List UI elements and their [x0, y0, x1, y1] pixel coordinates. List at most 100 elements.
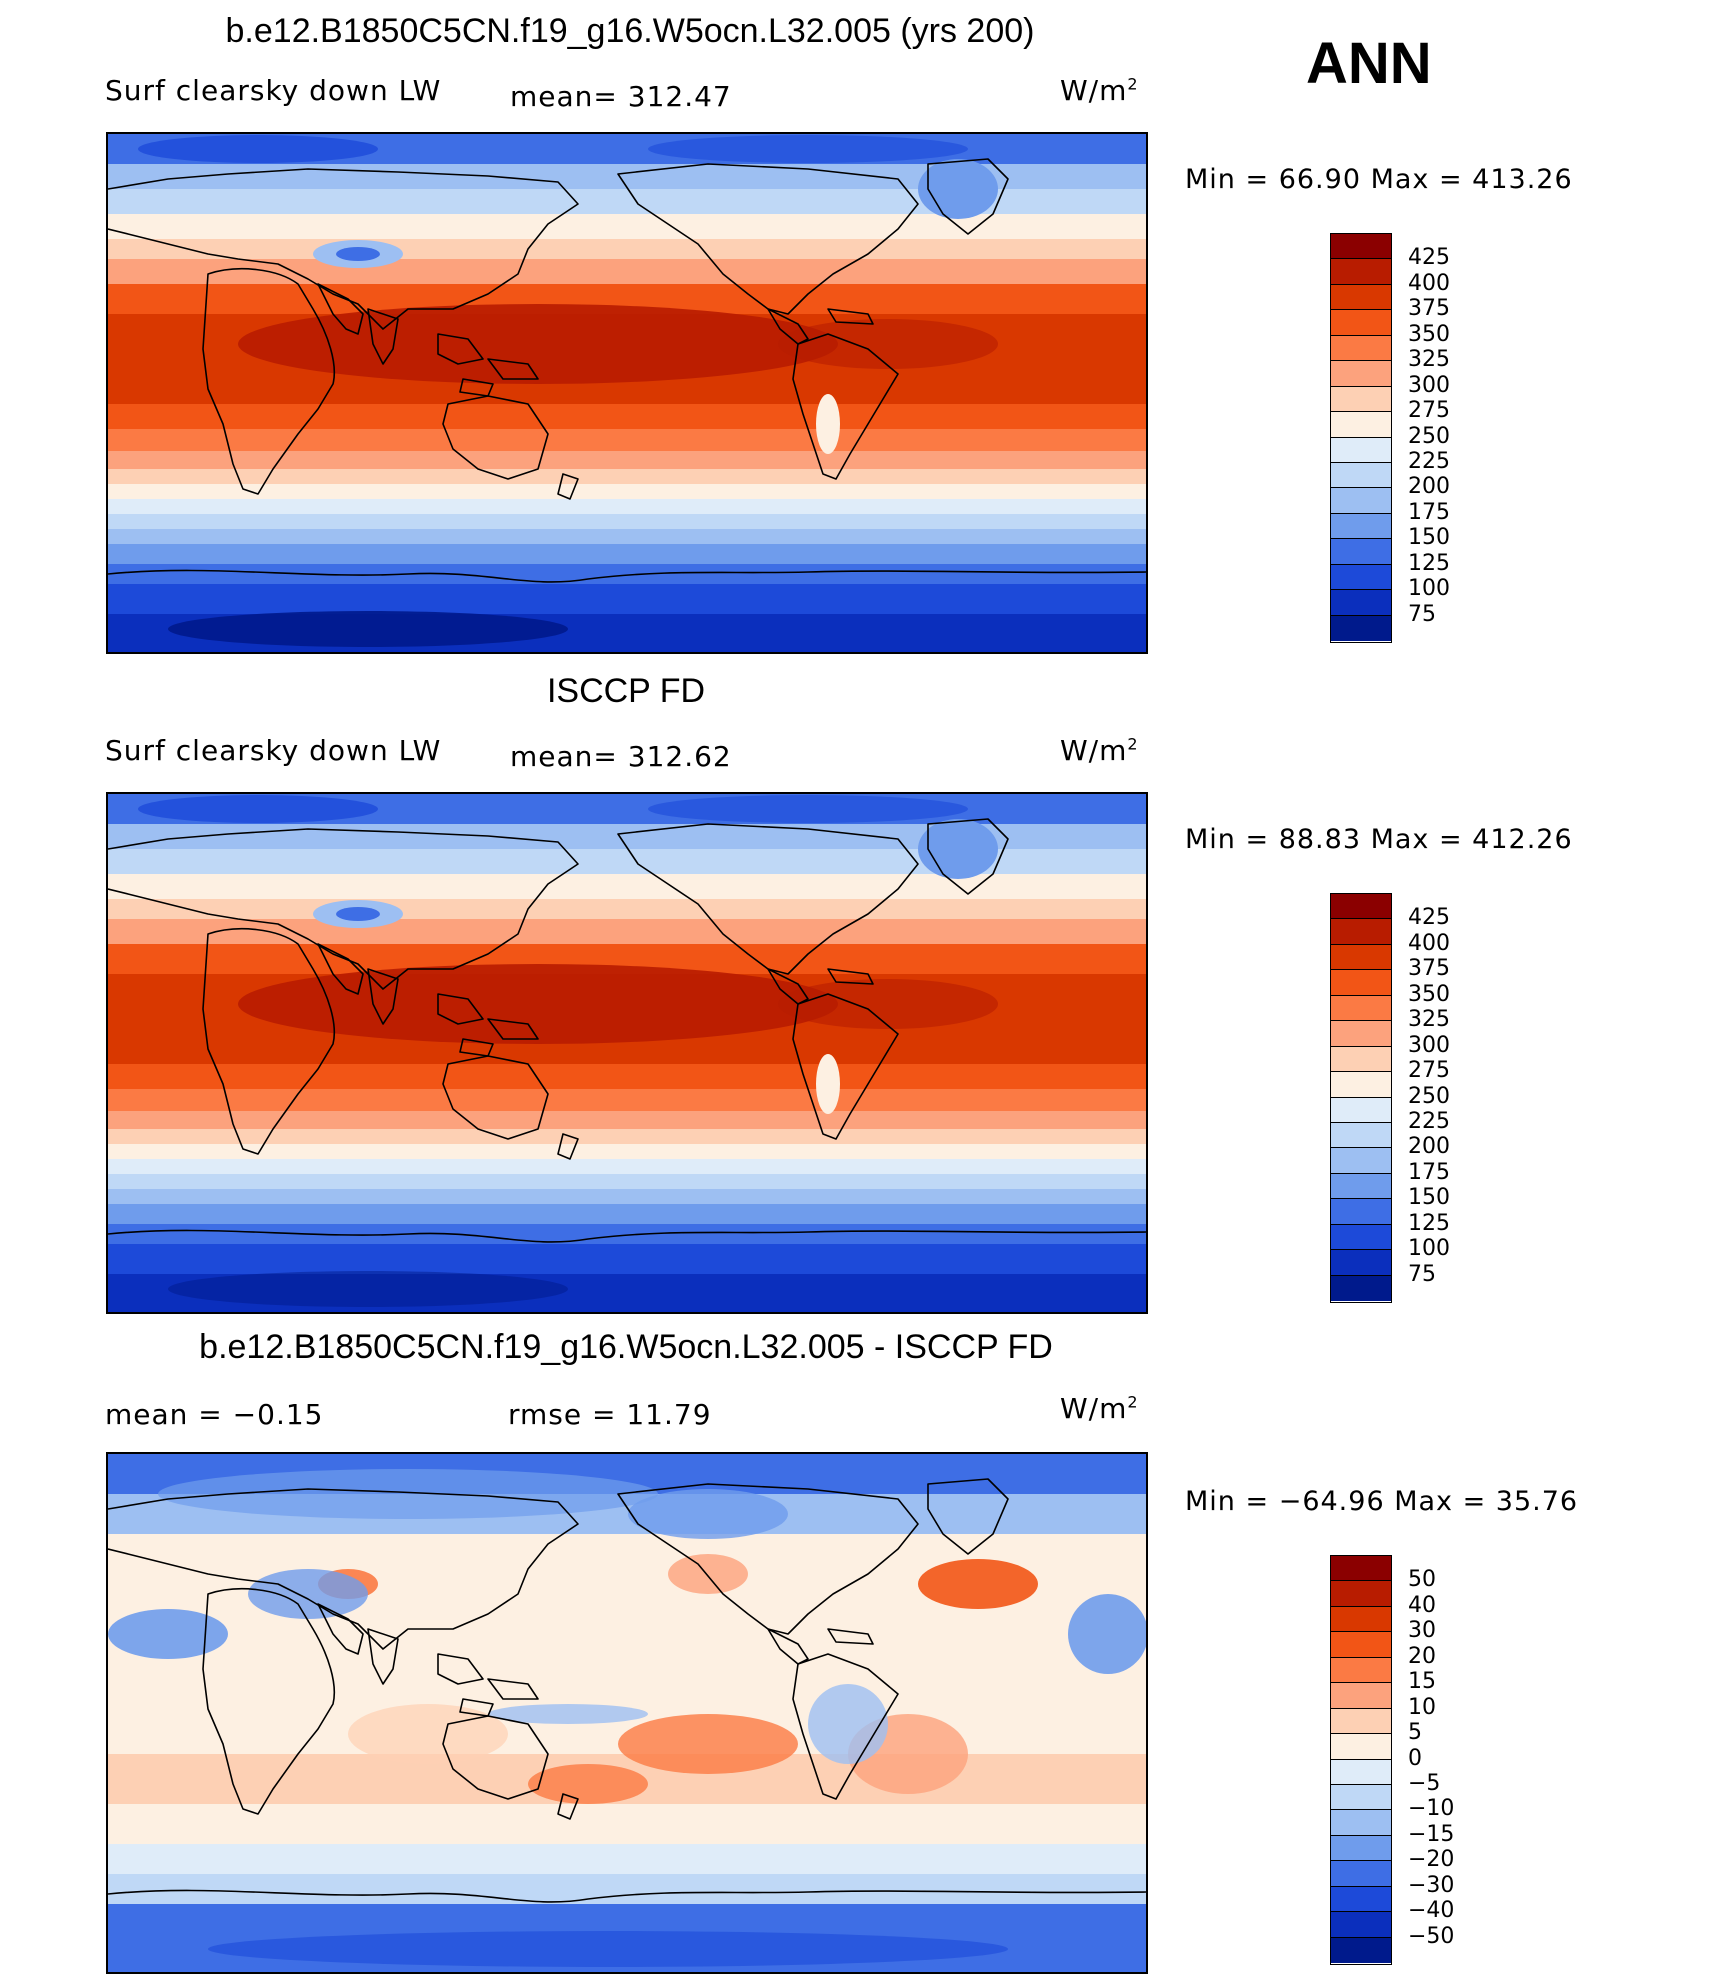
panel1-map: [106, 132, 1148, 654]
colorbar-swatch: [1331, 437, 1391, 463]
colorbar-tick-label: 200: [1408, 474, 1450, 500]
colorbar-tick-label: −15: [1408, 1821, 1455, 1847]
colorbar-swatch: [1331, 1021, 1391, 1047]
colorbar-swatch: [1331, 590, 1391, 616]
colorbar-tick-label: 225: [1408, 448, 1450, 474]
panel3-title: b.e12.B1850C5CN.f19_g16.W5ocn.L32.005 - …: [199, 1328, 1053, 1366]
colorbar-tick-label: −30: [1408, 1872, 1455, 1898]
colorbar-swatch: [1331, 1835, 1391, 1862]
colorbar-swatch: [1331, 335, 1391, 362]
panel1-variable-label: Surf clearsky down LW: [105, 74, 442, 107]
panel2-variable-label: Surf clearsky down LW: [105, 734, 442, 767]
colorbar-swatch: [1331, 1097, 1391, 1123]
panel2-colorbar-labels: 425 400 375 350 325 300 275 250 225 200 175 150 125 1…: [1408, 893, 1508, 1303]
panel2-colorbar: [1330, 893, 1392, 1303]
colorbar-tick-label: −20: [1408, 1847, 1455, 1873]
colorbar-tick-label: 150: [1408, 525, 1450, 551]
colorbar-swatch: [1331, 462, 1391, 489]
colorbar-tick-label: −40: [1408, 1898, 1455, 1924]
panel1-mean-label: mean= 312.47: [510, 80, 732, 113]
colorbar-tick-label: 250: [1408, 423, 1450, 449]
colorbar-tick-label: 15: [1408, 1669, 1436, 1695]
colorbar-swatch: [1331, 564, 1391, 591]
colorbar-swatch: [1331, 995, 1391, 1022]
panel3-unit: W/m2: [1060, 1392, 1139, 1425]
colorbar-tick-label: 100: [1408, 576, 1450, 602]
colorbar-swatch: [1331, 1122, 1391, 1149]
colorbar-tick-label: 200: [1408, 1134, 1450, 1160]
colorbar-swatch: [1331, 1708, 1391, 1735]
colorbar-swatch: [1331, 1861, 1391, 1887]
colorbar-swatch: [1331, 310, 1391, 336]
colorbar-swatch: [1331, 970, 1391, 996]
colorbar-tick-label: 125: [1408, 550, 1450, 576]
colorbar-tick-label: 350: [1408, 981, 1450, 1007]
colorbar-swatch: [1331, 1886, 1391, 1913]
panel1-title: b.e12.B1850C5CN.f19_g16.W5ocn.L32.005 (y…: [225, 12, 1035, 50]
colorbar-tick-label: 375: [1408, 956, 1450, 982]
colorbar-tick-label: 275: [1408, 1058, 1450, 1084]
colorbar-swatch: [1331, 1912, 1391, 1938]
colorbar-swatch: [1331, 539, 1391, 565]
colorbar-swatch: [1331, 1275, 1391, 1301]
colorbar-swatch: [1331, 1224, 1391, 1251]
colorbar-swatch: [1331, 1148, 1391, 1174]
colorbar-tick-label: −50: [1408, 1923, 1455, 1949]
panel2-map: [106, 792, 1148, 1314]
colorbar-swatch: [1331, 1657, 1391, 1684]
colorbar-tick-label: 375: [1408, 296, 1450, 322]
panel1-unit: W/m2: [1060, 74, 1139, 107]
colorbar-tick-label: 300: [1408, 372, 1450, 398]
colorbar-tick-label: 425: [1408, 905, 1450, 931]
panel1-colorbar-labels: 425 400 375 350 325 300 275 250 225 200 175 150 125 1…: [1408, 233, 1508, 643]
colorbar-swatch: [1331, 1632, 1391, 1658]
colorbar-tick-label: −5: [1408, 1770, 1441, 1796]
panel2-minmax: Min = 88.83 Max = 412.26: [1185, 824, 1573, 855]
panel1-minmax: Min = 66.90 Max = 413.26: [1185, 164, 1573, 195]
colorbar-tick-label: 150: [1408, 1185, 1450, 1211]
colorbar-tick-label: 325: [1408, 347, 1450, 373]
colorbar-swatch: [1331, 1173, 1391, 1200]
colorbar-tick-label: 50: [1408, 1567, 1436, 1593]
colorbar-tick-label: 100: [1408, 1236, 1450, 1262]
panel3-map: [106, 1452, 1148, 1974]
colorbar-swatch: [1331, 1606, 1391, 1633]
colorbar-tick-label: 20: [1408, 1643, 1436, 1669]
panel1-colorbar: [1330, 233, 1392, 643]
panel2-unit: W/m2: [1060, 734, 1139, 767]
colorbar-swatch: [1331, 919, 1391, 945]
panel3-colorbar: [1330, 1555, 1392, 1965]
panel3-minmax: Min = −64.96 Max = 35.76: [1185, 1486, 1579, 1517]
colorbar-tick-label: 40: [1408, 1592, 1436, 1618]
colorbar-swatch: [1331, 1683, 1391, 1709]
colorbar-tick-label: 400: [1408, 270, 1450, 296]
colorbar-swatch: [1331, 1046, 1391, 1073]
colorbar-swatch: [1331, 386, 1391, 413]
colorbar-swatch: [1331, 488, 1391, 514]
colorbar-swatch: [1331, 1759, 1391, 1785]
colorbar-swatch: [1331, 1784, 1391, 1811]
colorbar-swatch: [1331, 1199, 1391, 1225]
colorbar-tick-label: 0: [1408, 1745, 1422, 1771]
panel2-title: ISCCP FD: [546, 672, 706, 710]
colorbar-tick-label: 225: [1408, 1108, 1450, 1134]
panel3-colorbar-labels: 50 40 30 20 15 10 5 0 −5 −10 −15 −20 −30 −40 −50: [1408, 1555, 1508, 1965]
colorbar-swatch: [1331, 615, 1391, 641]
colorbar-tick-label: 275: [1408, 398, 1450, 424]
colorbar-tick-label: 350: [1408, 321, 1450, 347]
colorbar-swatch: [1331, 412, 1391, 438]
colorbar-swatch: [1331, 1250, 1391, 1276]
colorbar-swatch: [1331, 1734, 1391, 1760]
colorbar-swatch: [1331, 894, 1391, 920]
colorbar-swatch: [1331, 259, 1391, 285]
colorbar-tick-label: 325: [1408, 1007, 1450, 1033]
colorbar-tick-label: 300: [1408, 1032, 1450, 1058]
panel3-rmse-label: rmse = 11.79: [508, 1398, 712, 1431]
colorbar-swatch: [1331, 1072, 1391, 1098]
colorbar-tick-label: 175: [1408, 499, 1450, 525]
colorbar-swatch: [1331, 234, 1391, 260]
colorbar-tick-label: −10: [1408, 1796, 1455, 1822]
colorbar-tick-label: 400: [1408, 930, 1450, 956]
colorbar-swatch: [1331, 284, 1391, 311]
colorbar-swatch: [1331, 1810, 1391, 1836]
